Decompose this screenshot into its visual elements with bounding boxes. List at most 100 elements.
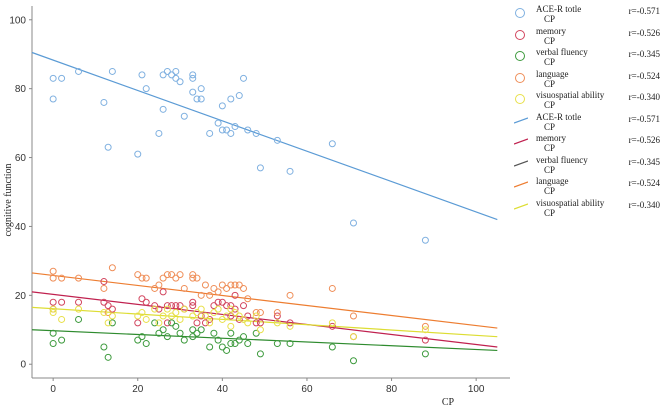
- y-tick-label: 20: [15, 291, 27, 302]
- data-point-verbal-fluency: [214, 336, 222, 344]
- data-point-ace-r-totle: [172, 74, 180, 82]
- data-point-memory: [142, 298, 150, 306]
- data-point-language: [108, 264, 116, 272]
- data-point-memory: [256, 319, 264, 327]
- data-point-memory: [235, 315, 243, 323]
- data-point-memory: [151, 302, 159, 310]
- legend-series-sub: CP: [544, 164, 556, 175]
- data-point-language: [180, 284, 188, 292]
- data-point-ace-r-totle: [197, 95, 205, 103]
- legend-series-name: memory: [536, 133, 566, 143]
- data-point-verbal-fluency: [142, 340, 150, 348]
- data-point-memory: [163, 302, 171, 310]
- data-point-ace-r-totle: [168, 71, 176, 79]
- data-point-ace-r-totle: [159, 105, 167, 113]
- data-point-ace-r-totle: [349, 219, 357, 227]
- data-point-memory: [197, 312, 205, 320]
- data-point-language: [206, 291, 214, 299]
- legend-marker-icon: [514, 93, 528, 105]
- data-point-verbal-fluency: [159, 326, 167, 334]
- legend-series-sub: CP: [544, 78, 556, 89]
- data-point-language: [273, 309, 281, 317]
- data-point-visuospatial-ability: [227, 305, 235, 313]
- data-point-language: [155, 281, 163, 289]
- data-point-memory: [49, 298, 57, 306]
- legend-series-sub: CP: [544, 121, 556, 132]
- data-point-visuospatial-ability: [286, 322, 294, 330]
- y-tick-label: 40: [15, 222, 27, 233]
- y-tick-label: 80: [15, 84, 27, 95]
- data-point-ace-r-totle: [108, 67, 116, 75]
- data-point-ace-r-totle: [273, 136, 281, 144]
- data-point-ace-r-totle: [328, 140, 336, 148]
- data-point-language: [214, 288, 222, 296]
- data-point-verbal-fluency: [328, 343, 336, 351]
- fit-line-ace-r-totle: [31, 51, 498, 221]
- x-tick-label: 0: [50, 384, 56, 395]
- y-tick-label: 0: [20, 360, 26, 371]
- data-point-language: [151, 284, 159, 292]
- legend-series-sub: CP: [544, 143, 556, 153]
- data-point-visuospatial-ability: [201, 312, 209, 320]
- fit-line-visuospatial-ability: [31, 306, 498, 338]
- data-point-ace-r-totle: [227, 95, 235, 103]
- data-point-verbal-fluency: [155, 329, 163, 337]
- legend-item: language CP r=-0.524: [514, 69, 660, 91]
- data-point-verbal-fluency: [231, 340, 239, 348]
- data-point-visuospatial-ability: [155, 319, 163, 327]
- data-point-visuospatial-ability: [172, 309, 180, 317]
- legend-r-value: r=-0.340: [628, 92, 660, 102]
- legend-item: memory CP r=-0.526: [513, 133, 660, 155]
- legend-series-name: memory: [536, 25, 566, 36]
- data-point-language: [252, 309, 260, 317]
- data-point-memory: [189, 298, 197, 306]
- fit-line-memory: [31, 291, 498, 348]
- data-point-memory: [223, 302, 231, 310]
- data-point-memory: [172, 302, 180, 310]
- legend-label: visuospatial ability CP: [536, 198, 631, 218]
- legend-series-sub: CP: [544, 35, 556, 46]
- data-point-verbal-fluency: [49, 329, 57, 337]
- data-point-language: [189, 271, 197, 279]
- data-point-memory: [104, 302, 112, 310]
- data-point-verbal-fluency: [421, 350, 429, 358]
- data-point-memory: [134, 319, 142, 327]
- x-tick-label: 40: [217, 384, 229, 395]
- data-point-language: [240, 284, 248, 292]
- data-point-verbal-fluency: [218, 343, 226, 351]
- data-point-ace-r-totle: [180, 112, 188, 120]
- data-point-language: [218, 281, 226, 289]
- data-point-visuospatial-ability: [227, 322, 235, 330]
- legend-label: memory CP: [536, 133, 631, 153]
- legend-label: language CP: [536, 69, 631, 89]
- data-point-verbal-fluency: [206, 343, 214, 351]
- data-point-memory: [163, 319, 171, 327]
- data-point-visuospatial-ability: [49, 309, 57, 317]
- data-point-ace-r-totle: [189, 71, 197, 79]
- data-point-ace-r-totle: [104, 143, 112, 151]
- data-point-verbal-fluency: [227, 329, 235, 337]
- data-point-ace-r-totle: [49, 74, 57, 82]
- legend-line-icon: [513, 179, 529, 191]
- legend-r-value: r=-0.524: [628, 178, 660, 188]
- data-point-verbal-fluency: [244, 340, 252, 348]
- data-point-visuospatial-ability: [189, 312, 197, 320]
- data-point-memory: [231, 305, 239, 313]
- data-point-language: [349, 312, 357, 320]
- data-point-visuospatial-ability: [49, 305, 57, 313]
- fit-line-verbal-fluency: [31, 329, 498, 352]
- legend: ACE-R totle CP r=-0.571 memory CP r=-0.526 ver…: [513, 4, 660, 220]
- data-point-visuospatial-ability: [163, 305, 171, 313]
- data-point-verbal-fluency: [193, 329, 201, 337]
- data-point-memory: [240, 302, 248, 310]
- legend-series-name: ACE-R totle: [536, 4, 582, 14]
- data-point-language: [172, 274, 180, 282]
- data-point-language: [421, 322, 429, 330]
- legend-item: verbal fluency CP r=-0.345: [514, 47, 660, 69]
- legend-series-sub: CP: [544, 100, 556, 110]
- data-point-verbal-fluency: [58, 336, 66, 344]
- legend-series-name: language: [536, 176, 569, 186]
- legend-item: visuospatial ability CP r=-0.340: [513, 198, 660, 220]
- legend-r-value: r=-0.526: [628, 27, 660, 38]
